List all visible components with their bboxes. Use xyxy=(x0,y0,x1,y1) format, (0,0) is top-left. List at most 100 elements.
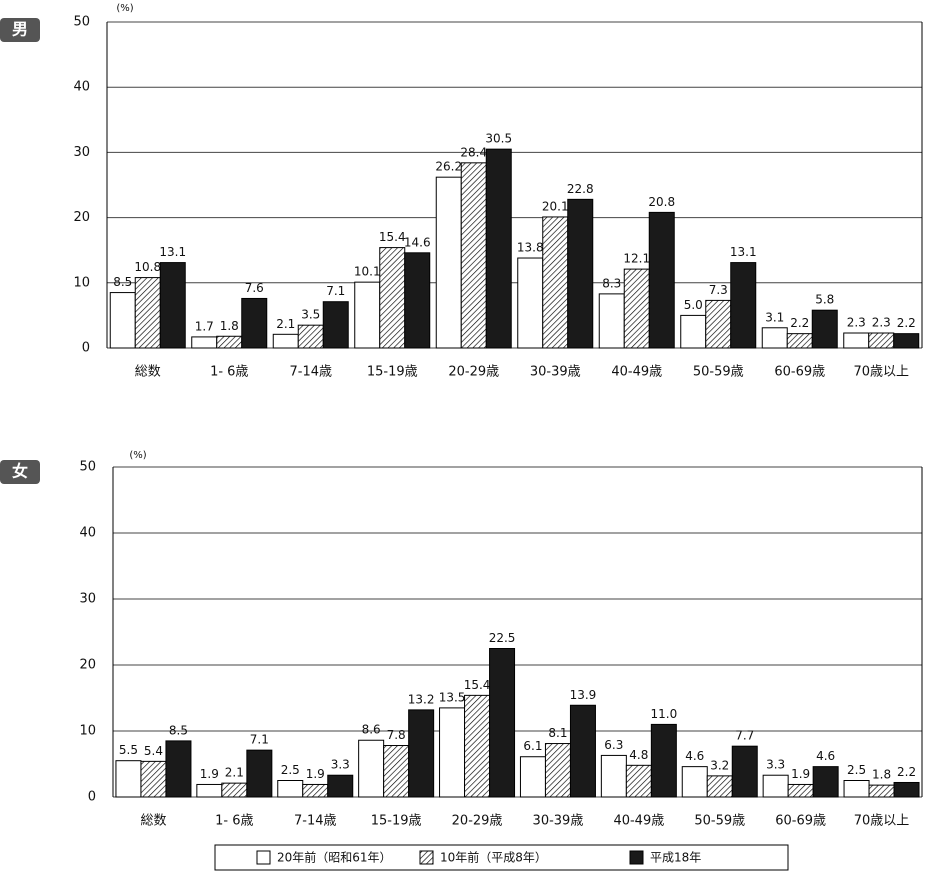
x-tick-label: 30-39歳 xyxy=(530,365,581,380)
bar xyxy=(598,293,625,349)
value-label: 2.5 xyxy=(281,763,300,777)
value-label: 8.3 xyxy=(602,276,621,290)
value-label: 3.1 xyxy=(765,310,784,324)
bar xyxy=(544,743,571,798)
value-label: 30.5 xyxy=(485,132,512,146)
bar xyxy=(650,723,677,798)
bar xyxy=(246,749,273,798)
y-tick-label: 0 xyxy=(82,341,90,356)
x-tick-label: 15-19歳 xyxy=(367,365,418,380)
bar xyxy=(464,694,491,798)
bar xyxy=(625,764,652,798)
value-label: 1.8 xyxy=(872,768,891,782)
value-label: 13.1 xyxy=(730,245,757,259)
bar xyxy=(762,774,789,798)
x-tick-label: 総数 xyxy=(135,365,161,380)
bar xyxy=(327,774,354,798)
value-label: 8.1 xyxy=(548,726,567,740)
bar xyxy=(893,781,920,798)
y-tick-label: 30 xyxy=(73,145,90,160)
value-label: 14.6 xyxy=(404,235,431,249)
x-tick-label: 70歳以上 xyxy=(853,365,909,380)
value-label: 11.0 xyxy=(650,707,677,721)
x-tick-label: 20-29歳 xyxy=(448,365,499,380)
value-label: 4.6 xyxy=(816,749,835,763)
bar xyxy=(115,760,142,798)
value-label: 7.1 xyxy=(326,284,345,298)
value-label: 4.6 xyxy=(685,749,704,763)
bar xyxy=(787,783,814,798)
value-label: 7.3 xyxy=(709,283,728,297)
value-label: 13.2 xyxy=(408,692,435,706)
bar xyxy=(196,783,223,798)
y-tick-label: 40 xyxy=(79,526,96,541)
value-label: 5.5 xyxy=(119,743,138,757)
value-label: 7.7 xyxy=(735,729,754,743)
legend-swatch xyxy=(629,850,644,865)
bar xyxy=(542,216,569,349)
unit-label: (%) xyxy=(129,450,146,461)
bar xyxy=(134,277,161,349)
bar xyxy=(731,745,758,798)
panel-label: 男 xyxy=(12,20,28,39)
y-tick-label: 40 xyxy=(73,80,90,95)
value-label: 26.2 xyxy=(435,160,462,174)
bar xyxy=(569,704,596,798)
value-label: 13.8 xyxy=(517,241,544,255)
value-label: 4.8 xyxy=(629,748,648,762)
bar xyxy=(221,782,248,798)
value-label: 5.8 xyxy=(815,293,834,307)
bar xyxy=(404,252,431,349)
value-label: 13.5 xyxy=(439,690,466,704)
x-tick-label: 1- 6歳 xyxy=(210,365,248,380)
value-label: 5.4 xyxy=(144,744,163,758)
bar xyxy=(435,176,462,349)
legend-swatch xyxy=(256,850,271,865)
value-label: 12.1 xyxy=(623,252,650,266)
value-label: 15.4 xyxy=(464,678,491,692)
panel-badge xyxy=(0,18,40,42)
value-label: 7.6 xyxy=(245,281,264,295)
bar xyxy=(705,299,732,349)
value-label: 7.1 xyxy=(250,733,269,747)
x-tick-label: 1- 6歳 xyxy=(215,814,253,829)
legend-swatch xyxy=(419,850,434,865)
y-tick-label: 10 xyxy=(73,275,90,290)
value-label: 7.8 xyxy=(387,728,406,742)
x-tick-label: 30-39歳 xyxy=(533,814,584,829)
bar xyxy=(191,336,218,349)
bar xyxy=(241,297,268,349)
bar xyxy=(272,333,299,349)
bar xyxy=(159,262,186,349)
bar xyxy=(706,775,733,798)
bar xyxy=(868,784,895,798)
panel-label: 女 xyxy=(12,462,28,481)
value-label: 13.9 xyxy=(570,688,597,702)
bar xyxy=(379,247,406,349)
x-tick-label: 7-14歳 xyxy=(294,814,337,829)
bar xyxy=(408,709,435,798)
legend-box xyxy=(214,844,789,871)
value-label: 1.8 xyxy=(220,319,239,333)
x-tick-label: 20-29歳 xyxy=(452,814,503,829)
value-label: 3.3 xyxy=(766,758,785,772)
value-label: 6.1 xyxy=(523,739,542,753)
x-tick-label: 50-59歳 xyxy=(693,365,744,380)
value-label: 2.2 xyxy=(897,765,916,779)
value-label: 2.3 xyxy=(847,316,866,330)
bar xyxy=(761,327,788,349)
value-label: 2.2 xyxy=(897,316,916,330)
value-label: 20.8 xyxy=(648,195,675,209)
bar xyxy=(681,766,708,798)
value-label: 6.3 xyxy=(604,738,623,752)
value-label: 1.9 xyxy=(200,767,219,781)
x-tick-label: 40-49歳 xyxy=(613,814,664,829)
bar xyxy=(567,198,594,349)
unit-label: (%) xyxy=(116,3,133,14)
legend-label: 平成18年 xyxy=(650,851,701,865)
bar xyxy=(216,335,243,349)
bar xyxy=(600,754,627,798)
bar xyxy=(680,314,707,349)
value-label: 15.4 xyxy=(379,230,406,244)
